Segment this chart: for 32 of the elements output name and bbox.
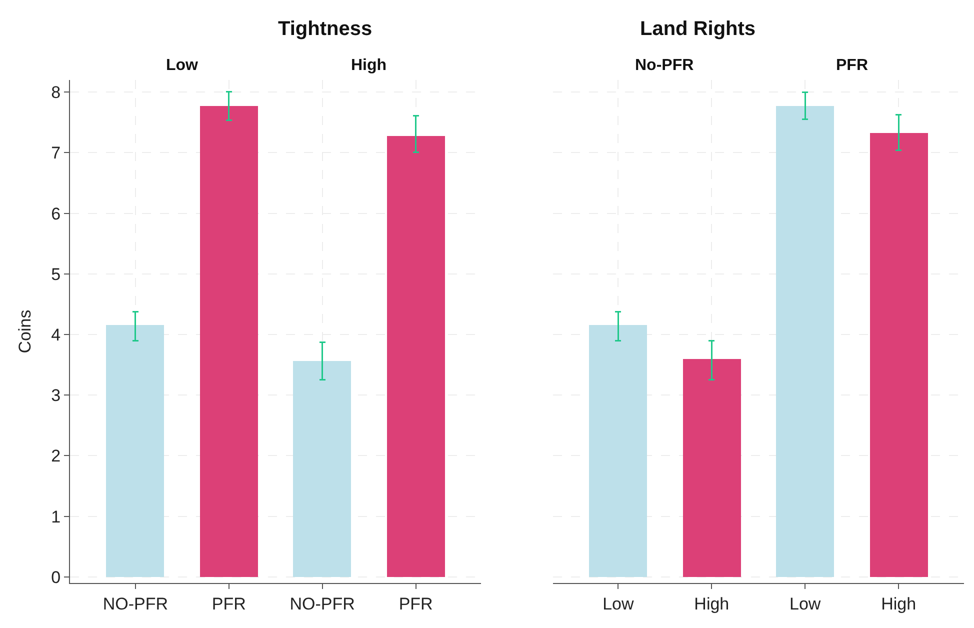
x-tick-label: High	[881, 594, 916, 614]
x-tick-label: Low	[790, 594, 822, 614]
bar	[293, 361, 351, 577]
text: PFR	[836, 57, 868, 74]
x-tick-label: NO-PFR	[102, 594, 168, 614]
chart-title: Tightness	[278, 18, 372, 40]
x-tick-label: Low	[602, 594, 634, 614]
bar	[588, 325, 647, 577]
y-tick-label: 8	[51, 83, 61, 102]
y-tick-label: 4	[51, 325, 61, 344]
chart-title: Land Rights	[640, 18, 756, 40]
text: High	[351, 57, 387, 74]
y-tick-label: 6	[51, 204, 61, 224]
y-tick-label: 3	[51, 386, 61, 406]
bar	[106, 325, 164, 577]
y-tick-label: 5	[51, 264, 61, 284]
text: No-PFR	[635, 57, 694, 74]
x-tick-label: PFR	[398, 594, 433, 614]
x-tick-label: High	[694, 594, 730, 614]
x-tick-label: PFR	[212, 594, 246, 614]
y-tick-label: 2	[51, 446, 61, 466]
text: Low	[166, 57, 199, 74]
x-tick-label: NO-PFR	[290, 594, 355, 614]
y-axis-title: Coins	[16, 310, 35, 354]
bar	[387, 136, 445, 577]
y-tick-label: 1	[51, 507, 61, 526]
bar	[682, 359, 741, 577]
y-tick-label: 7	[51, 144, 61, 163]
bar	[200, 106, 258, 577]
bar	[776, 106, 834, 577]
bar	[870, 133, 928, 577]
y-tick-label: 0	[51, 568, 61, 587]
